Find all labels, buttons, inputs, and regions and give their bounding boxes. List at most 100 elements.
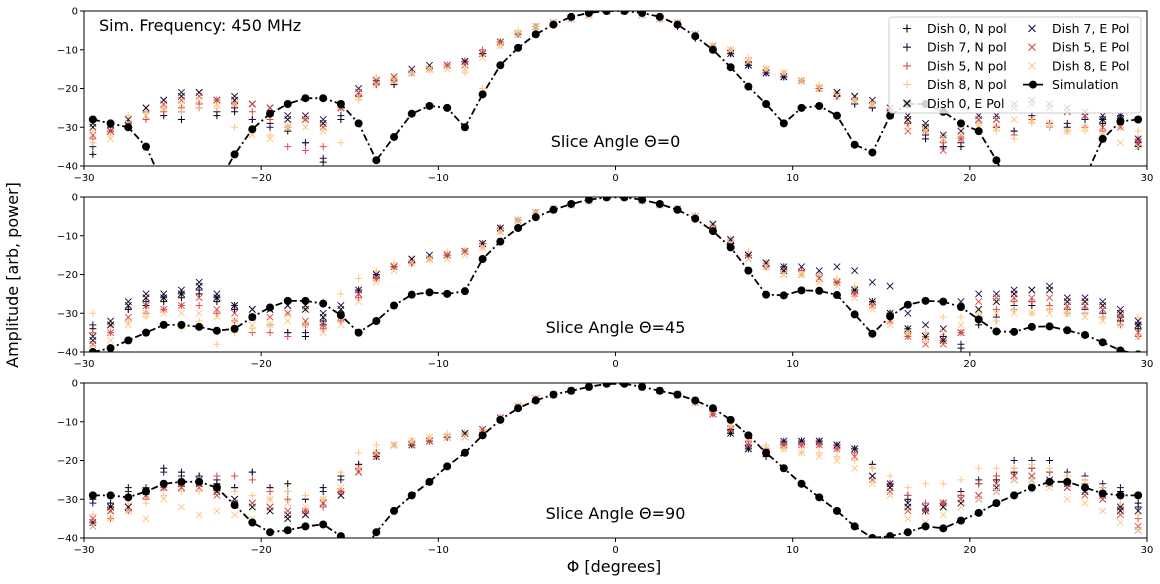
data-point — [708, 45, 717, 54]
data-point — [832, 111, 841, 120]
data-point — [1081, 313, 1089, 321]
data-point — [957, 313, 965, 321]
data-point — [266, 321, 274, 329]
data-point — [975, 119, 983, 127]
legend-label: Dish 8, N pol — [927, 77, 1007, 92]
data-point — [868, 329, 877, 338]
data-point — [319, 503, 327, 511]
data-point — [231, 301, 239, 310]
data-point — [213, 305, 221, 313]
y-axis-label: Amplitude [arb, power] — [3, 182, 22, 368]
data-point — [957, 131, 965, 139]
data-point — [319, 309, 327, 317]
data-point — [390, 132, 399, 141]
data-point — [780, 69, 788, 77]
data-point — [1063, 201, 1071, 209]
data-point — [460, 287, 469, 296]
data-point — [992, 305, 1000, 313]
data-point — [372, 441, 380, 449]
data-point — [779, 119, 788, 128]
data-point — [1010, 464, 1018, 472]
data-point — [921, 119, 930, 127]
y-tick-label: −40 — [57, 162, 78, 173]
data-point — [355, 96, 363, 104]
data-point — [620, 11, 629, 15]
data-point — [266, 303, 275, 312]
data-point — [549, 390, 558, 399]
data-point — [142, 313, 150, 321]
data-point — [248, 321, 256, 329]
data-point — [248, 313, 257, 322]
data-point — [797, 77, 806, 85]
data-point — [337, 290, 345, 298]
series-simulation — [88, 383, 1143, 538]
data-point — [425, 433, 434, 441]
data-point — [833, 282, 841, 290]
data-point — [354, 328, 363, 337]
data-point — [850, 310, 859, 319]
data-point — [319, 127, 327, 135]
data-point — [780, 263, 788, 271]
data-point — [461, 65, 469, 73]
data-point — [213, 309, 221, 317]
data-point — [231, 100, 239, 108]
data-point — [726, 243, 735, 252]
data-point — [1046, 282, 1054, 290]
data-point — [107, 336, 115, 344]
data-point — [407, 491, 416, 500]
data-point — [708, 227, 717, 236]
data-point — [1134, 332, 1142, 341]
data-point — [248, 131, 256, 139]
x-tick-label: −10 — [428, 173, 449, 184]
data-point — [1010, 305, 1018, 313]
data-point — [89, 499, 97, 507]
x-tick-label: 30 — [1141, 545, 1154, 556]
data-point — [337, 484, 345, 492]
data-point — [602, 11, 611, 15]
data-point — [372, 267, 380, 275]
data-point — [319, 495, 327, 503]
data-point — [443, 255, 451, 263]
legend-marker-plus — [903, 24, 911, 33]
data-point — [248, 116, 256, 123]
data-point — [956, 119, 965, 128]
data-point — [744, 431, 753, 440]
data-point — [1045, 322, 1054, 331]
data-point — [390, 267, 398, 275]
data-point — [922, 329, 930, 337]
data-point — [248, 499, 256, 507]
data-point — [1027, 322, 1036, 331]
data-point — [851, 267, 859, 275]
data-point — [266, 123, 274, 131]
data-point — [177, 503, 185, 511]
data-point — [390, 441, 398, 449]
data-point — [584, 197, 593, 204]
data-point — [1063, 119, 1071, 127]
data-point — [921, 127, 930, 135]
data-point — [231, 472, 239, 480]
data-point — [460, 448, 469, 457]
data-point — [655, 386, 664, 395]
x-tick-label: 30 — [1141, 359, 1154, 370]
data-point — [531, 213, 540, 222]
data-point — [177, 477, 186, 486]
data-point — [797, 449, 806, 457]
data-point — [939, 499, 947, 507]
data-point — [1098, 338, 1107, 347]
data-point — [142, 328, 151, 337]
legend-item-dish-7-n-pol: Dish 7, N pol — [903, 40, 1007, 55]
data-point — [248, 476, 256, 484]
data-point — [142, 290, 150, 298]
data-point — [213, 507, 221, 515]
data-point — [567, 199, 576, 208]
data-point — [744, 255, 752, 263]
data-point — [248, 100, 256, 108]
data-point — [797, 286, 806, 295]
data-point — [992, 480, 1000, 488]
data-point — [461, 433, 469, 441]
data-point — [124, 336, 133, 345]
data-point — [89, 332, 97, 341]
data-point — [177, 488, 185, 495]
data-point — [1134, 143, 1142, 151]
